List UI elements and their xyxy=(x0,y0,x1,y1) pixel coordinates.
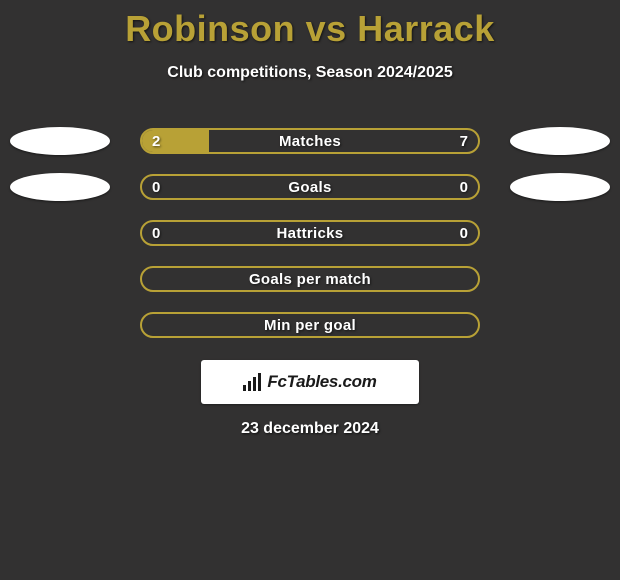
stat-rows: 27Matches 00Goals 00Hattricks Goals per mat… xyxy=(0,118,620,348)
stat-label: Goals xyxy=(142,176,478,198)
stat-bar: 00Hattricks xyxy=(140,220,480,246)
stat-label: Goals per match xyxy=(142,268,478,290)
stat-row: Goals per match xyxy=(0,256,620,302)
stat-label: Min per goal xyxy=(142,314,478,336)
stat-label: Hattricks xyxy=(142,222,478,244)
bar-chart-icon xyxy=(243,373,261,391)
stat-bar: Goals per match xyxy=(140,266,480,292)
stat-label: Matches xyxy=(142,130,478,152)
page-title: Robinson vs Harrack xyxy=(0,0,620,50)
stat-row: 00Goals xyxy=(0,164,620,210)
stat-bar: Min per goal xyxy=(140,312,480,338)
stat-row: 00Hattricks xyxy=(0,210,620,256)
player-left-marker xyxy=(10,127,110,155)
date-label: 23 december 2024 xyxy=(0,420,620,438)
stat-bar: 00Goals xyxy=(140,174,480,200)
player-right-marker xyxy=(510,173,610,201)
stat-row: 27Matches xyxy=(0,118,620,164)
stat-bar: 27Matches xyxy=(140,128,480,154)
page-subtitle: Club competitions, Season 2024/2025 xyxy=(0,64,620,82)
footer-brand-card[interactable]: FcTables.com xyxy=(201,360,419,404)
stat-row: Min per goal xyxy=(0,302,620,348)
brand-text: FcTables.com xyxy=(267,372,376,392)
player-left-marker xyxy=(10,173,110,201)
player-right-marker xyxy=(510,127,610,155)
